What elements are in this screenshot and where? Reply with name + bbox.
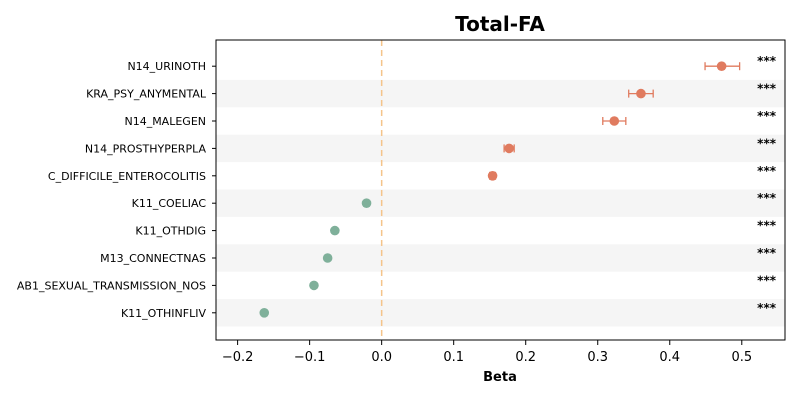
y-tick-label: N14_MALEGEN xyxy=(124,115,206,128)
chart-title: Total-FA xyxy=(455,12,545,36)
y-tick-label: C_DIFFICILE_ENTEROCOLITIS xyxy=(48,170,206,183)
significance-label: *** xyxy=(757,54,777,68)
data-point xyxy=(716,61,727,71)
data-point xyxy=(259,308,270,318)
significance-labels: *** *** *** *** *** *** *** *** *** *** xyxy=(757,54,777,315)
data-point xyxy=(487,171,498,181)
row-band xyxy=(216,134,785,163)
x-tick-label: −0.2 xyxy=(222,350,254,365)
data-point xyxy=(309,280,319,291)
significance-label: *** xyxy=(757,136,777,150)
significance-label: *** xyxy=(757,82,777,96)
data-point xyxy=(504,143,514,154)
row-band xyxy=(216,299,785,327)
significance-label: *** xyxy=(757,273,777,287)
y-tick-label: AB1_SEXUAL_TRANSMISSION_NOS xyxy=(17,279,206,292)
x-tick-label: 0.0 xyxy=(371,350,392,365)
significance-label: *** xyxy=(757,164,777,178)
x-axis-label: Beta xyxy=(483,370,517,385)
row-band xyxy=(216,79,785,108)
x-tick-label: 0.4 xyxy=(659,350,680,365)
row-band xyxy=(216,244,785,272)
significance-label: *** xyxy=(757,191,777,205)
y-tick-label: K11_OTHDIG xyxy=(135,225,206,238)
data-points xyxy=(259,61,727,318)
y-tick-label: N14_PROSTHYPERPLA xyxy=(85,142,207,155)
significance-label: *** xyxy=(757,109,777,123)
y-tick-label: K11_OTHINFLIV xyxy=(121,307,207,320)
data-point xyxy=(609,116,620,126)
y-tick-label: N14_URINOTH xyxy=(127,60,206,73)
plot-frame xyxy=(215,39,786,341)
x-tick-label: 0.5 xyxy=(731,350,752,365)
x-tick-label: 0.1 xyxy=(443,350,464,365)
x-tick-label: −0.1 xyxy=(294,350,326,365)
significance-label: *** xyxy=(757,219,777,233)
row-bands xyxy=(216,79,785,327)
data-point xyxy=(636,88,646,99)
y-tick-label: M13_CONNECTNAS xyxy=(100,252,206,265)
row-band xyxy=(216,189,785,217)
y-tick-label: KRA_PSY_ANYMENTAL xyxy=(86,88,207,101)
y-axis-labels: N14_URINOTH KRA_PSY_ANYMENTAL N14_MALEGEN N… xyxy=(17,60,216,320)
x-tick-label: 0.2 xyxy=(515,350,536,365)
data-point xyxy=(361,198,372,208)
significance-label: *** xyxy=(757,246,777,260)
data-point xyxy=(322,253,333,263)
x-axis: −0.2 −0.1 0.0 0.1 0.2 0.3 0.4 0.5 xyxy=(222,340,752,365)
y-tick-label: K11_COELIAC xyxy=(132,197,207,210)
significance-label: *** xyxy=(757,301,777,315)
data-point xyxy=(330,225,340,236)
x-tick-label: 0.3 xyxy=(587,350,608,365)
